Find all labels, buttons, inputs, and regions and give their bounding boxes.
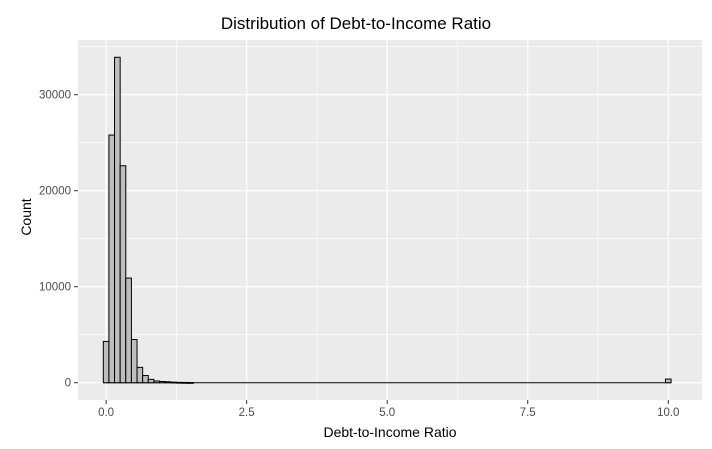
histogram-bar [114,56,121,384]
histogram-bar [159,380,166,384]
grid-lines [78,40,702,400]
x-tick-label: 10.0 [657,407,679,419]
plot-panel [78,40,702,400]
histogram-bars [102,56,672,384]
histogram-bar [125,277,132,384]
histogram-bar [136,366,144,384]
histogram-bar [153,380,161,384]
histogram-bar [175,381,183,384]
histogram-bar [170,381,177,384]
histogram-bar [164,381,172,384]
x-axis-label: Debt-to-Income Ratio [323,424,457,440]
y-tick-label: 10000 [39,282,71,294]
histogram-bar [119,165,127,384]
x-axis: 0.0 2.5 5.0 7.5 10.0 [98,400,679,419]
histogram-bar [187,382,194,384]
histogram-bar [664,378,672,384]
y-tick-label: 30000 [39,90,71,102]
chart-title: Distribution of Debt-to-Income Ratio [220,14,492,33]
histogram-bar [147,378,155,384]
histogram-bar [130,339,138,384]
x-tick-label: 2.5 [239,407,255,419]
y-axis: 0 10000 20000 30000 [39,90,78,390]
x-tick-label: 5.0 [379,407,395,419]
histogram-bar [181,381,189,384]
y-axis-label: Count [18,198,34,236]
x-tick-label: 7.5 [520,407,536,419]
y-tick-label: 0 [65,378,71,390]
histogram-bar [102,340,110,384]
histogram-bar [108,134,116,384]
y-tick-label: 20000 [39,186,71,198]
x-tick-label: 0.0 [98,407,114,419]
histogram-bar [142,375,149,384]
